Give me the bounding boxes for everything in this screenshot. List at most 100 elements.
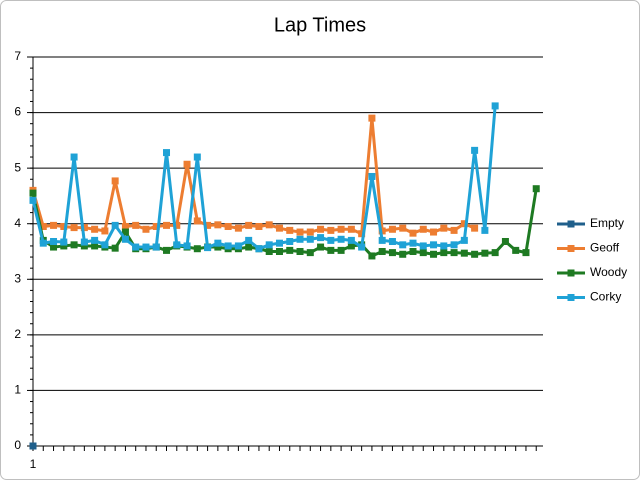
marker [193, 217, 201, 225]
marker [327, 236, 335, 244]
legend-label: Corky [590, 290, 621, 304]
legend-marker [567, 269, 575, 277]
marker [440, 242, 448, 250]
marker [368, 114, 376, 122]
marker [450, 249, 458, 257]
marker [347, 236, 355, 244]
marker [347, 225, 355, 233]
marker [358, 243, 366, 251]
marker [29, 196, 37, 204]
marker [388, 225, 396, 233]
legend-label: Empty [590, 216, 624, 230]
marker [481, 226, 489, 234]
marker [317, 225, 325, 233]
marker [388, 249, 396, 257]
marker [460, 249, 468, 257]
y-tick-label: 6 [14, 105, 21, 119]
marker [327, 226, 335, 234]
marker [163, 246, 171, 254]
marker [337, 225, 345, 233]
marker [193, 245, 201, 253]
marker [450, 226, 458, 234]
marker [152, 243, 160, 251]
marker [224, 222, 232, 230]
marker [60, 222, 68, 230]
marker [50, 237, 58, 245]
marker [296, 235, 304, 243]
marker [132, 221, 140, 229]
marker [481, 249, 489, 257]
marker [317, 234, 325, 242]
marker [39, 239, 47, 247]
marker [471, 250, 479, 258]
marker [286, 226, 294, 234]
marker [409, 239, 417, 247]
marker [39, 222, 47, 230]
y-tick-label: 7 [14, 49, 21, 63]
marker [111, 244, 119, 252]
marker [501, 237, 509, 245]
marker [471, 224, 479, 232]
marker [245, 221, 253, 229]
marker [255, 222, 263, 230]
marker [132, 243, 140, 251]
marker [204, 221, 212, 229]
y-tick-label: 1 [14, 383, 21, 397]
marker [214, 243, 222, 251]
marker [121, 222, 129, 230]
marker [70, 153, 78, 161]
marker [419, 242, 427, 250]
marker [306, 235, 314, 243]
marker [512, 246, 520, 254]
marker [306, 228, 314, 236]
marker [173, 221, 181, 229]
marker [460, 236, 468, 244]
marker [214, 221, 222, 229]
marker [173, 241, 181, 249]
marker [347, 242, 355, 250]
marker [419, 249, 427, 257]
marker [522, 249, 530, 257]
marker [491, 102, 499, 110]
legend-marker [567, 294, 575, 301]
marker [532, 185, 540, 193]
marker [29, 442, 37, 450]
marker [111, 221, 119, 229]
marker [80, 242, 88, 250]
marker [440, 224, 448, 232]
marker [142, 243, 150, 251]
marker [101, 241, 109, 249]
legend-marker [567, 245, 575, 252]
marker [111, 177, 119, 185]
marker [337, 246, 345, 254]
marker [275, 239, 283, 247]
marker [183, 160, 191, 168]
y-tick-label: 4 [14, 216, 21, 230]
marker [317, 243, 325, 251]
marker [430, 228, 438, 236]
marker [471, 146, 479, 154]
marker [296, 228, 304, 236]
marker [80, 224, 88, 232]
marker [234, 242, 242, 250]
marker [224, 242, 232, 250]
marker [193, 153, 201, 161]
legend-marker [567, 220, 575, 228]
marker [80, 238, 88, 246]
series-line [31, 105, 497, 251]
x-tick-label: 1 [30, 457, 37, 471]
marker [286, 246, 294, 254]
marker [183, 242, 191, 250]
marker [163, 149, 171, 157]
marker [306, 249, 314, 257]
marker [430, 250, 438, 258]
marker [60, 238, 68, 246]
y-tick-label: 0 [14, 438, 21, 452]
marker [430, 241, 438, 249]
y-tick-label: 3 [14, 271, 21, 285]
marker [275, 248, 283, 255]
marker [204, 244, 212, 252]
marker [368, 252, 376, 260]
y-tick-label: 5 [14, 160, 21, 174]
marker [142, 225, 150, 233]
